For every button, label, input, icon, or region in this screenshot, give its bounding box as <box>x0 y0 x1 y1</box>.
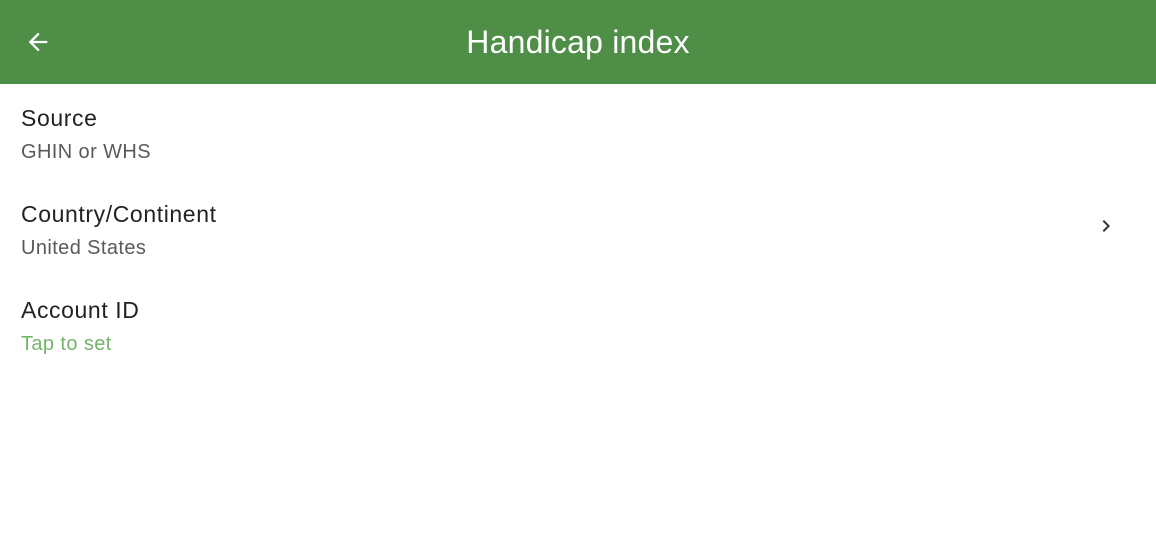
app-bar: Handicap index <box>0 0 1156 84</box>
page-title: Handicap index <box>466 24 690 60</box>
setting-item-account-id[interactable]: Account ID Tap to set <box>0 276 1156 372</box>
setting-title: Country/Continent <box>21 201 217 227</box>
setting-title: Account ID <box>21 297 140 323</box>
setting-title: Source <box>21 105 98 131</box>
setting-subtitle: Tap to set <box>21 333 112 355</box>
back-button[interactable] <box>14 18 62 66</box>
settings-list: Source GHIN or WHS Country/Continent Uni… <box>0 84 1156 372</box>
setting-item-source[interactable]: Source GHIN or WHS <box>0 84 1156 180</box>
chevron-right-icon <box>1102 220 1110 232</box>
arrow-left-icon <box>28 32 48 52</box>
setting-subtitle: United States <box>21 237 147 259</box>
setting-subtitle: GHIN or WHS <box>21 141 151 163</box>
setting-item-country[interactable]: Country/Continent United States <box>0 180 1156 276</box>
